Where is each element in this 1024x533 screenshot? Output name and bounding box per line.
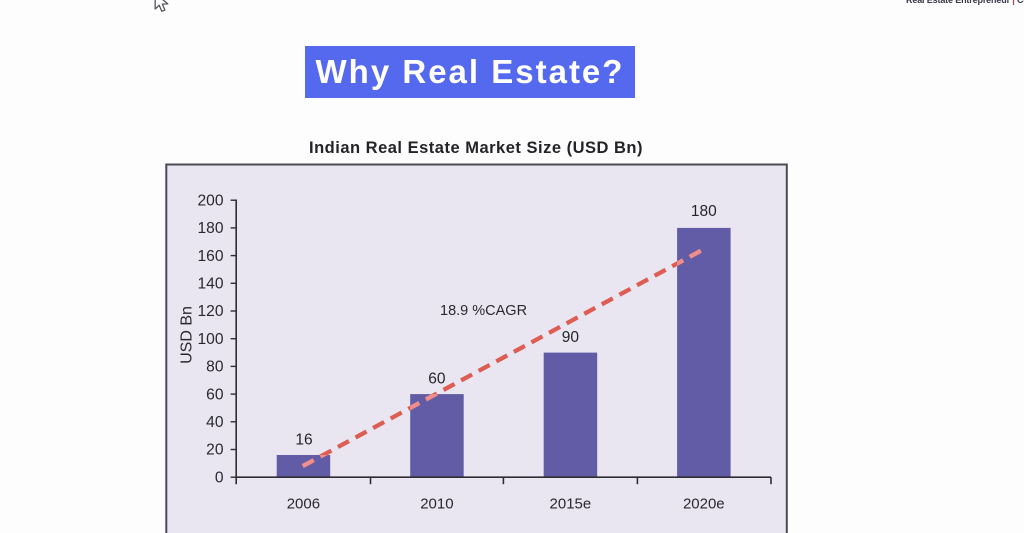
svg-text:200: 200 <box>197 192 223 209</box>
svg-text:60: 60 <box>428 371 446 388</box>
svg-text:60: 60 <box>206 386 224 403</box>
svg-text:120: 120 <box>197 303 223 320</box>
svg-text:2010: 2010 <box>420 496 453 513</box>
svg-text:90: 90 <box>562 329 580 346</box>
svg-text:180: 180 <box>197 220 223 237</box>
svg-text:16: 16 <box>295 432 312 449</box>
svg-text:2020e: 2020e <box>683 496 725 513</box>
svg-text:160: 160 <box>197 248 223 265</box>
svg-text:2006: 2006 <box>287 496 320 513</box>
svg-text:40: 40 <box>206 414 224 431</box>
svg-text:100: 100 <box>197 331 223 348</box>
svg-text:80: 80 <box>206 359 224 376</box>
svg-text:20: 20 <box>206 442 224 459</box>
svg-text:180: 180 <box>691 203 717 220</box>
svg-text:USD Bn: USD Bn <box>179 306 196 364</box>
svg-text:2015e: 2015e <box>550 496 592 513</box>
svg-text:0: 0 <box>215 469 224 486</box>
svg-text:18.9 %CAGR: 18.9 %CAGR <box>440 303 527 319</box>
svg-text:140: 140 <box>197 276 223 293</box>
